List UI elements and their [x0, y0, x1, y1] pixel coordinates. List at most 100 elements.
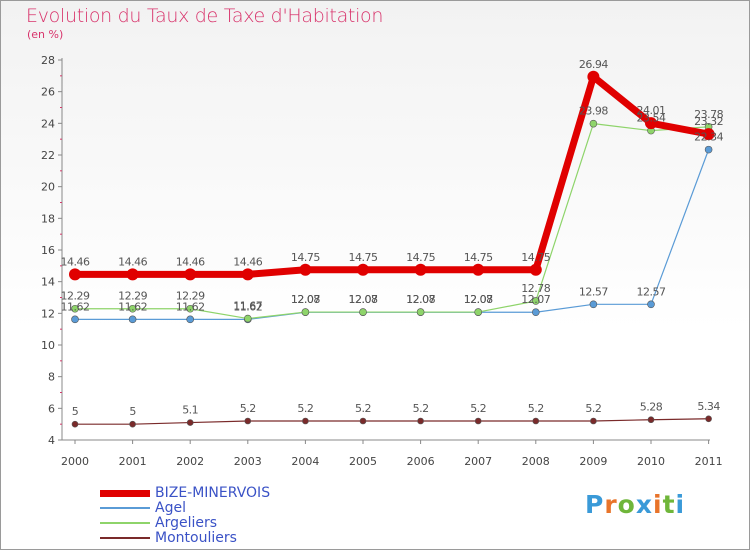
y-tick-label: 12: [41, 307, 55, 320]
logo-letter: i: [675, 490, 686, 519]
data-point: [244, 417, 252, 425]
data-point: [359, 417, 367, 425]
data-label: 12.29: [176, 290, 205, 303]
data-label: 23.54: [637, 112, 666, 125]
data-label: 12.07: [464, 293, 493, 306]
data-point: [301, 308, 310, 316]
legend-swatch: [100, 537, 150, 539]
data-label: 23.78: [694, 108, 723, 121]
data-point: [702, 128, 715, 141]
data-point: [359, 308, 367, 316]
data-label: 14.75: [464, 251, 493, 264]
data-label: 23.98: [579, 105, 608, 118]
data-label: 12.07: [291, 293, 320, 306]
data-label: 12.07: [521, 293, 550, 306]
y-tick-label: 18: [41, 212, 55, 225]
chart-title: Evolution du Taux de Taxe d'Habitation: [26, 5, 384, 27]
data-point: [645, 117, 657, 130]
data-point: [129, 420, 136, 428]
x-tick-label: 2002: [176, 455, 204, 468]
series-line: [75, 123, 709, 320]
data-label: 5.2: [413, 402, 429, 415]
legend-swatch: [100, 507, 150, 509]
data-point: [472, 263, 485, 276]
y-tick-label: 6: [48, 402, 55, 415]
data-label: 12.08: [349, 293, 378, 306]
data-point: [414, 263, 427, 276]
data-point: [587, 70, 600, 83]
data-label: 5.2: [528, 402, 544, 415]
logo-letter: o: [617, 490, 636, 519]
data-point: [647, 300, 655, 309]
x-tick-label: 2003: [234, 455, 262, 468]
data-label: 14.75: [521, 251, 550, 264]
data-label: 12.08: [406, 293, 435, 306]
data-label: 5.2: [297, 402, 313, 415]
data-label: 24.01: [637, 104, 666, 117]
data-label: 12.78: [521, 282, 550, 295]
y-tick-label: 26: [41, 86, 55, 99]
series-line: [75, 418, 709, 425]
data-point: [71, 420, 79, 428]
data-label: 14.46: [118, 255, 147, 268]
data-label: 12.29: [118, 290, 147, 303]
data-point: [647, 416, 655, 424]
legend-item: Argeliers: [100, 516, 217, 530]
data-label: 11.62: [118, 300, 147, 313]
y-tick-label: 24: [41, 117, 55, 130]
series-line: [75, 149, 710, 320]
data-point: [590, 417, 597, 425]
logo-letter: i: [653, 490, 663, 519]
data-label: 11.62: [176, 300, 205, 313]
data-label: 11.62: [233, 300, 262, 313]
data-label: 14.46: [233, 255, 262, 268]
data-label: 12.08: [291, 293, 320, 306]
legend-label: Montouliers: [155, 530, 237, 546]
y-tick-label: 14: [41, 276, 55, 289]
data-label: 22.34: [694, 131, 723, 144]
logo-letter: P: [585, 490, 605, 519]
data-point: [126, 268, 139, 281]
legend-item: BIZE-MINERVOIS: [100, 486, 270, 500]
data-label: 5: [129, 405, 136, 418]
y-tick-label: 4: [48, 434, 55, 447]
y-tick-label: 8: [48, 371, 55, 384]
data-label: 11.62: [61, 300, 90, 313]
data-point: [589, 300, 598, 309]
data-label: 14.75: [406, 251, 435, 264]
data-label: 12.07: [406, 293, 435, 306]
data-label: 5.2: [585, 402, 601, 415]
y-tick-label: 10: [41, 339, 55, 352]
x-tick-label: 2000: [61, 455, 89, 468]
data-label: 5: [72, 405, 79, 418]
series-line: [75, 73, 710, 278]
data-label: 5.2: [355, 402, 371, 415]
data-label: 14.75: [349, 251, 378, 264]
y-tick-label: 28: [41, 54, 55, 67]
y-tick-label: 16: [41, 244, 55, 257]
data-label: 11.67: [233, 300, 262, 313]
data-point: [416, 308, 425, 316]
y-tick-label: 20: [41, 181, 55, 194]
x-tick-label: 2006: [407, 455, 435, 468]
data-point: [186, 315, 194, 324]
data-point: [705, 415, 712, 423]
data-point: [299, 263, 312, 276]
x-tick-label: 2008: [522, 455, 550, 468]
data-point: [184, 268, 197, 281]
x-tick-label: 2009: [579, 455, 607, 468]
data-label: 12.07: [349, 293, 378, 306]
legend-label: BIZE-MINERVOIS: [155, 485, 271, 501]
data-label: 14.46: [61, 255, 90, 268]
data-point: [128, 315, 137, 324]
logo-letter: t: [662, 490, 676, 519]
data-label: 23.32: [694, 115, 723, 128]
data-label: 5.34: [697, 400, 720, 413]
data-point: [186, 304, 194, 313]
data-label: 5.2: [470, 402, 486, 415]
data-label: 5.1: [182, 404, 198, 417]
legend-swatch: [100, 489, 150, 497]
x-tick-label: 2010: [637, 455, 665, 468]
x-tick-label: 2001: [119, 455, 147, 468]
